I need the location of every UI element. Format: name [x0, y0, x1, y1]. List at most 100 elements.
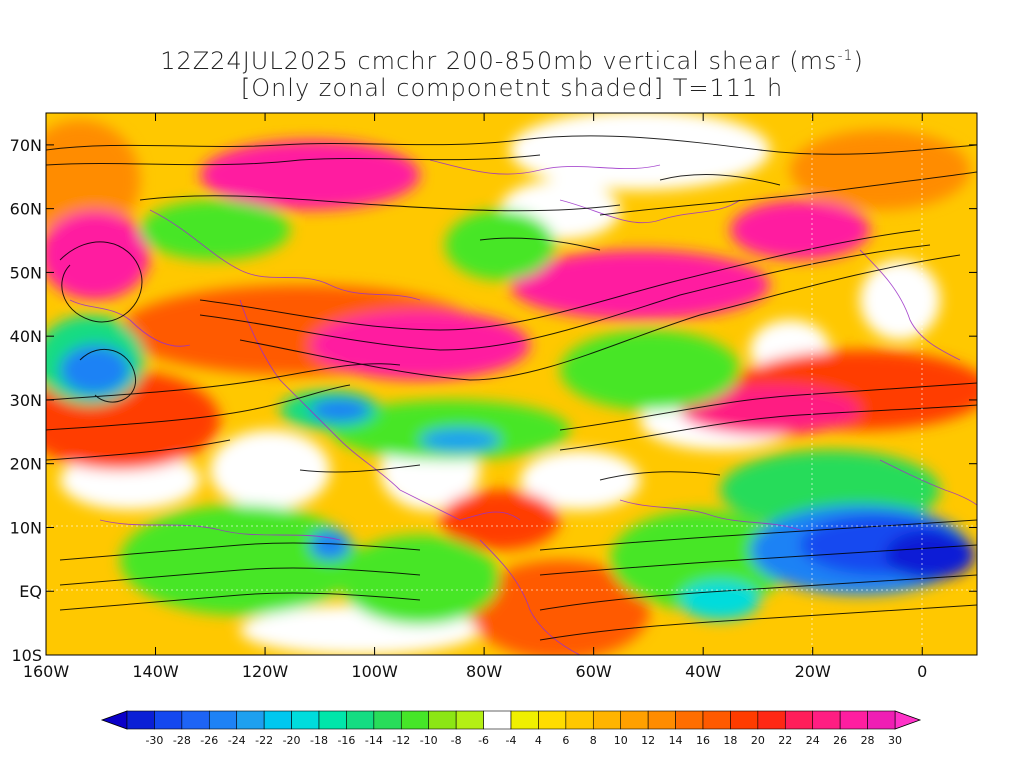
shading-region	[46, 210, 150, 300]
lat-tick-label: 60N	[10, 200, 42, 219]
contour-line	[879, 459, 977, 506]
colorbar-swatch	[236, 710, 265, 730]
colorbar-label: 24	[806, 734, 820, 747]
colorbar-label: 10	[614, 734, 628, 747]
chart-title-line2: [Only zonal componetnt shaded] T=111 h	[240, 74, 784, 102]
colorbar-swatch	[565, 710, 594, 730]
shading-region	[420, 428, 500, 452]
lon-tick-label: 20W	[795, 662, 831, 681]
streamline	[59, 592, 421, 611]
lat-tick-label: 10N	[10, 518, 42, 537]
colorbar-swatch	[839, 710, 868, 730]
colorbar-swatch	[208, 710, 238, 730]
colorbar-swatch	[181, 710, 210, 730]
lat-tick-label: 20N	[10, 455, 42, 474]
contour-line	[69, 299, 191, 347]
colorbar-swatch	[373, 710, 402, 730]
streamline	[599, 171, 977, 216]
colorbar-label: -14	[365, 734, 383, 747]
colorbar-label: -12	[392, 734, 410, 747]
colorbar-label: 20	[751, 734, 765, 747]
streamline	[199, 229, 921, 331]
streamline	[46, 384, 351, 431]
colorbar-label: -6	[478, 734, 489, 747]
colorbar-swatch	[812, 710, 841, 730]
colorbar-swatch	[510, 710, 539, 730]
colorbar-swatch	[428, 710, 457, 730]
streamline	[539, 574, 977, 611]
streamline	[59, 241, 143, 323]
shading-region	[200, 140, 420, 210]
shading-region	[560, 330, 740, 410]
streamline	[59, 567, 421, 586]
colorbar-label: -28	[173, 734, 191, 747]
streamline	[46, 154, 541, 166]
colorbar-label: -18	[310, 734, 328, 747]
colorbar-label: -16	[337, 734, 355, 747]
shading-region	[510, 113, 770, 190]
colorbar-label: -30	[145, 734, 163, 747]
contour-line	[859, 249, 961, 361]
lon-tick-label: 40W	[685, 662, 721, 681]
shading-region	[445, 210, 555, 280]
colorbar-swatch	[784, 710, 814, 730]
colorbar-swatch	[455, 710, 484, 730]
streamline	[479, 237, 601, 251]
shading-region	[730, 200, 870, 260]
lon-tick-label: 140W	[132, 662, 179, 681]
lon-tick-label: 80W	[466, 662, 502, 681]
lat-tick-label: 70N	[10, 136, 42, 155]
streamline	[46, 363, 401, 401]
shading-region	[860, 260, 940, 340]
colorbar-label: -10	[420, 734, 438, 747]
colorbar-label: -24	[228, 734, 246, 747]
colorbar-swatch	[592, 710, 622, 730]
colorbar-label: 22	[778, 734, 792, 747]
latitude-axis: 70N 60N 50N 40N 30N 20N 10N EQ 10S	[10, 136, 977, 665]
colorbar-swatch	[675, 710, 704, 730]
streamline	[79, 348, 136, 403]
colorbar-swatch	[867, 710, 896, 730]
shading-region	[210, 430, 330, 510]
contour-line	[149, 209, 421, 301]
lon-tick-label: 120W	[242, 662, 289, 681]
contour-line	[399, 489, 521, 521]
colorbar-swatch	[483, 710, 512, 730]
shading-region	[520, 450, 640, 510]
shading-region	[885, 530, 975, 580]
colorbar-label: 14	[669, 734, 683, 747]
colorbar-label: 16	[696, 734, 710, 747]
lon-tick-label: 160W	[23, 662, 70, 681]
colorbar-label: 8	[590, 734, 597, 747]
lat-tick-label: 50N	[10, 263, 42, 282]
shading-region	[46, 120, 140, 240]
colorbar-label: -20	[283, 734, 301, 747]
colorbar-label: 28	[861, 734, 875, 747]
streamline	[139, 195, 621, 212]
colorbar-swatch	[620, 710, 649, 730]
colorbar-swatch	[291, 710, 320, 730]
shading-region	[310, 310, 530, 380]
colorbar-right-arrow	[894, 710, 922, 730]
shading-region	[680, 580, 760, 620]
streamline	[539, 604, 977, 641]
colorbar-swatch	[538, 710, 567, 730]
chart-title-line1: 12Z24JUL2025 cmchr 200-850mb vertical sh…	[0, 48, 1024, 74]
contour-line	[239, 299, 401, 491]
shading-region	[340, 535, 500, 625]
colorbar-swatch	[318, 710, 347, 730]
shading-region	[120, 505, 360, 615]
longitude-axis: 160W 140W 120W 100W 80W 60W 40W 20W 0	[23, 113, 927, 681]
lat-tick-label: 10S	[11, 646, 42, 665]
colorbar-label: -4	[506, 734, 517, 747]
streamline	[519, 135, 977, 155]
lat-tick-label: EQ	[19, 582, 42, 601]
colorbar-label: 26	[833, 734, 847, 747]
lat-tick-label: 40N	[10, 327, 42, 346]
colorbar-swatch	[400, 710, 430, 730]
contour-line	[559, 199, 741, 224]
streamline	[559, 382, 977, 431]
colorbar-swatch	[263, 710, 292, 730]
colorbar-swatch	[647, 710, 676, 730]
